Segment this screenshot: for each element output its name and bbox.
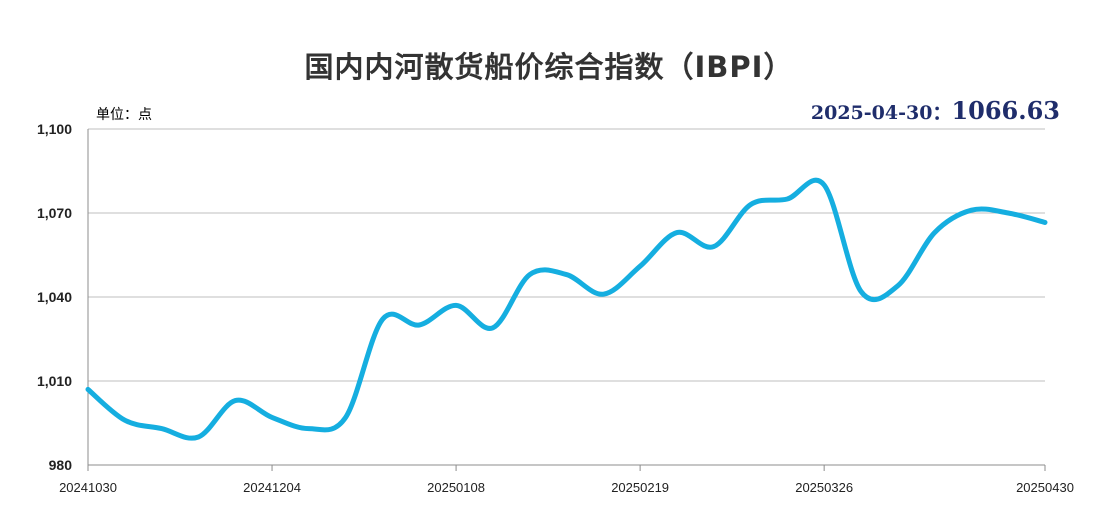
y-tick-label: 1,010 — [37, 373, 72, 389]
x-tick-label: 20241030 — [59, 480, 117, 495]
y-tick-label: 1,040 — [37, 289, 72, 305]
x-tick-label: 20250430 — [1016, 480, 1074, 495]
y-tick-label: 1,070 — [37, 205, 72, 221]
latest-separator: ： — [932, 102, 952, 124]
x-tick-label: 20250326 — [795, 480, 853, 495]
y-tick-label: 1,100 — [37, 121, 72, 137]
latest-value: 1066.63 — [951, 96, 1060, 125]
x-tick-label: 20241204 — [243, 480, 301, 495]
y-axis-ticks: 980 1,010 1,040 1,070 1,100 — [37, 121, 72, 473]
x-axis-ticks: 20241030 20241204 20250108 20250219 20250326… — [59, 480, 1074, 495]
x-tick-label: 20250219 — [611, 480, 669, 495]
x-tick-label: 20250108 — [427, 480, 485, 495]
chart-title: 国内内河散货船价综合指数（IBPI） — [304, 50, 794, 84]
latest-readout: 2025-04-30：1066.63 — [811, 96, 1060, 125]
latest-date: 2025-04-30 — [810, 102, 933, 124]
gridlines — [88, 128, 1045, 382]
axes — [87, 129, 1046, 471]
y-tick-label: 980 — [49, 457, 73, 473]
series-group — [85, 177, 1048, 441]
unit-label: 单位：点 — [96, 107, 152, 123]
series-line — [85, 177, 1048, 441]
